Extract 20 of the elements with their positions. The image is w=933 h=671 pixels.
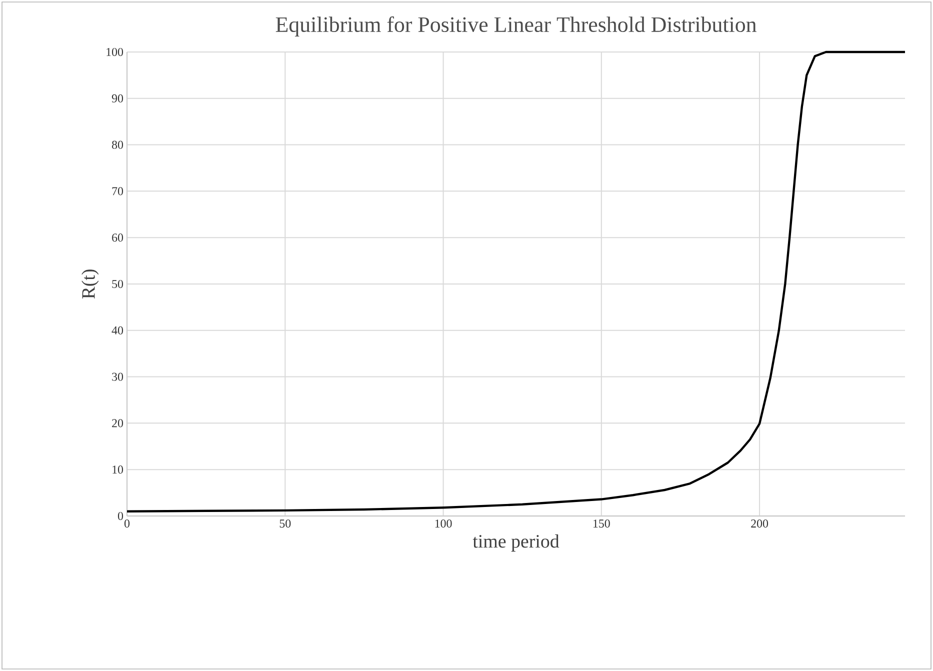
x-axis-title: time period — [472, 534, 560, 552]
y-tick-label: 10 — [112, 466, 124, 474]
y-tick-label: 20 — [112, 419, 124, 428]
x-tick-label: 100 — [435, 520, 452, 528]
y-tick-label: 90 — [112, 94, 124, 102]
x-tick-label: 0 — [124, 520, 130, 528]
x-tick-label: 200 — [751, 520, 768, 528]
chart-title: Equilibrium for Positive Linear Threshold Distribution — [276, 16, 756, 36]
y-tick-label: 70 — [112, 187, 124, 196]
x-tick-label: 150 — [593, 520, 610, 528]
y-axis-title: R(t) — [82, 270, 99, 299]
y-tick-label: 30 — [112, 372, 124, 381]
y-tick-label: 80 — [112, 140, 124, 149]
y-tick-label: 40 — [112, 326, 124, 334]
y-tick-label: 50 — [112, 280, 124, 288]
y-tick-label: 60 — [112, 234, 124, 242]
y-tick-label: 100 — [106, 48, 124, 56]
y-tick-label: 0 — [118, 512, 124, 520]
x-tick-label: 50 — [280, 520, 291, 528]
line-series — [126, 50, 906, 512]
